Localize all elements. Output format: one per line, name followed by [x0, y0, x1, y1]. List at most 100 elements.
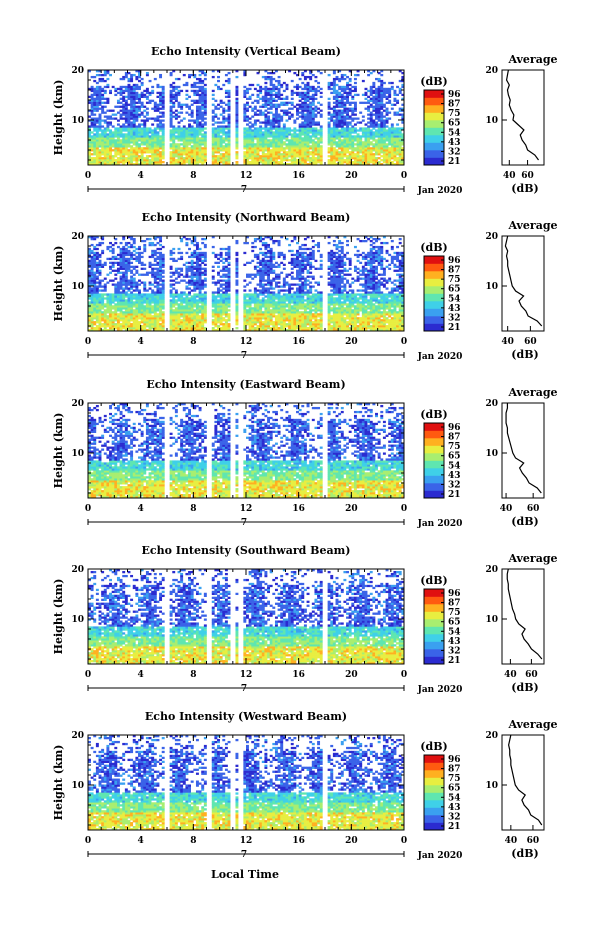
heatmap-cell — [319, 155, 323, 158]
heatmap-cell — [293, 161, 297, 164]
heatmap-cell — [353, 131, 357, 134]
heatmap-cell — [343, 77, 347, 81]
heatmap-cell — [143, 267, 147, 270]
heatmap-cell — [177, 105, 181, 108]
heatmap-cell — [148, 263, 152, 266]
heatmap-cell — [195, 121, 199, 124]
heatmap-cell — [311, 135, 315, 138]
heatmap-cell — [130, 243, 134, 247]
heatmap-cell — [227, 145, 231, 148]
heatmap-cell — [198, 281, 202, 284]
heatmap-cell — [106, 157, 110, 160]
heatmap-cell — [327, 73, 331, 77]
heatmap-cell — [182, 131, 186, 134]
heatmap-cell — [124, 315, 128, 318]
heatmap-cell — [190, 103, 194, 106]
heatmap-cell — [246, 89, 249, 93]
heatmap-cell — [88, 313, 91, 316]
heatmap-cell — [243, 103, 247, 106]
heatmap-cell — [217, 141, 220, 144]
heatmap-cell — [332, 91, 336, 95]
heatmap-cell — [156, 133, 160, 136]
heatmap-cell — [95, 243, 99, 247]
heatmap-cell — [95, 307, 99, 310]
heatmap-cell — [174, 281, 178, 284]
heatmap-cell — [169, 321, 173, 324]
heatmap-cell — [385, 129, 389, 132]
heatmap-cell — [93, 289, 97, 292]
heatmap-cell — [95, 151, 99, 154]
heatmap-cell — [330, 133, 334, 136]
heatmap-cell — [211, 145, 215, 148]
heatmap-cell — [169, 159, 173, 162]
heatmap-cell — [317, 155, 321, 158]
heatmap-cell — [106, 153, 110, 156]
heatmap-cell — [380, 91, 384, 95]
heatmap-cell — [380, 97, 384, 100]
heatmap-cell — [90, 305, 94, 308]
heatmap-cell — [172, 159, 176, 162]
heatmap-cell — [253, 107, 257, 110]
heatmap-cell — [143, 119, 147, 122]
heatmap-cell — [201, 163, 205, 166]
heatmap-cell — [135, 139, 139, 142]
heatmap-cell — [217, 149, 220, 152]
heatmap-cell — [290, 129, 294, 132]
heatmap-cell — [111, 315, 115, 318]
heatmap-cell — [335, 153, 339, 156]
heatmap-cell — [177, 321, 181, 324]
heatmap-cell — [353, 77, 357, 81]
heatmap-cell — [372, 125, 376, 128]
heatmap-cell — [401, 83, 405, 87]
heatmap-cell — [124, 129, 128, 132]
heatmap-cell — [359, 161, 363, 164]
heatmap-cell — [124, 73, 128, 77]
heatmap-cell — [217, 137, 220, 140]
heatmap-cell — [151, 161, 155, 164]
heatmap-cell — [253, 111, 257, 114]
heatmap-cell — [361, 119, 365, 122]
heatmap-cell — [88, 143, 91, 146]
heatmap-cell — [243, 117, 247, 120]
heatmap-cell — [161, 303, 165, 306]
heatmap-cell — [401, 107, 405, 110]
heatmap-cell — [269, 155, 273, 158]
heatmap-cell — [375, 117, 378, 120]
heatmap-cell — [145, 149, 149, 152]
heatmap-cell — [188, 147, 191, 150]
heatmap-cell — [290, 79, 294, 83]
heatmap-cell — [369, 125, 373, 128]
heatmap-cell — [109, 317, 112, 320]
heatmap-cell — [353, 135, 357, 138]
heatmap-cell — [327, 81, 331, 85]
heatmap-cell — [190, 295, 194, 298]
heatmap-cell — [272, 125, 276, 128]
heatmap-cell — [309, 141, 313, 144]
heatmap-cell — [119, 97, 123, 100]
heatmap-cell — [296, 141, 299, 144]
heatmap-cell — [401, 157, 405, 160]
heatmap-cell — [243, 139, 247, 142]
heatmap-cell — [193, 73, 197, 77]
heatmap-cell — [90, 265, 94, 268]
heatmap-cell — [153, 141, 157, 144]
heatmap-cell — [185, 329, 189, 332]
heatmap-cell — [343, 119, 347, 122]
heatmap-cell — [288, 101, 292, 104]
heatmap-cell — [385, 149, 389, 152]
heatmap-cell — [274, 151, 278, 154]
heatmap-cell — [193, 321, 197, 324]
heatmap-cell — [127, 87, 131, 91]
heatmap-cell — [93, 127, 97, 130]
heatmap-cell — [188, 237, 191, 241]
heatmap-cell — [195, 313, 199, 316]
heatmap-cell — [132, 89, 136, 93]
heatmap-cell — [132, 313, 136, 316]
heatmap-cell — [393, 103, 397, 106]
heatmap-cell — [311, 99, 315, 102]
heatmap-cell — [138, 311, 141, 314]
heatmap-cell — [253, 157, 257, 160]
heatmap-cell — [359, 163, 363, 166]
heatmap-cell — [319, 153, 323, 156]
heatmap-cell — [106, 321, 110, 324]
